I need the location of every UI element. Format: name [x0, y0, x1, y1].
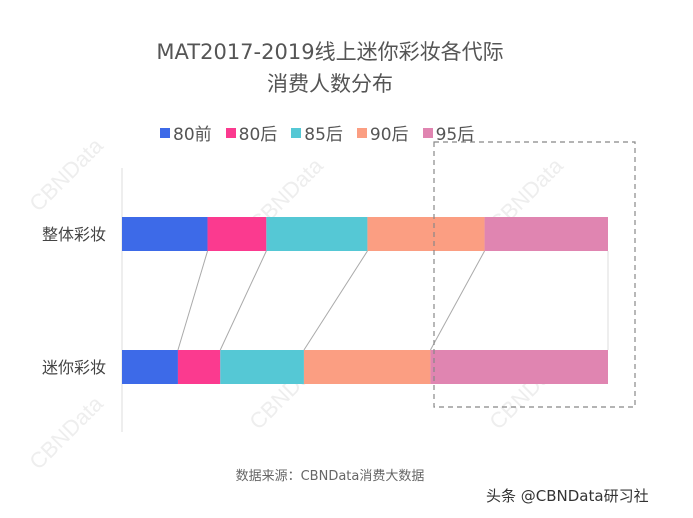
legend-label: 95后: [435, 125, 475, 145]
legend-swatch: [356, 127, 367, 138]
bar-segment: [122, 217, 208, 251]
bar-segment: [367, 217, 485, 251]
legend-item: 80后: [225, 120, 278, 145]
highlight-box: [433, 141, 636, 408]
legend-item: 95后: [422, 120, 475, 145]
chart-title-line2: 消费人数分布: [267, 72, 393, 96]
bar-segment: [207, 217, 267, 251]
bar-segment: [266, 217, 368, 251]
legend-item: 80前: [160, 120, 212, 145]
category-label: 整体彩妆: [42, 225, 106, 244]
connector-line: [219, 250, 267, 351]
bar-segment: [122, 350, 178, 384]
connector-line: [177, 250, 209, 351]
chart-title-line1: MAT2017-2019线上迷你彩妆各代际: [156, 40, 504, 64]
legend-label: 80前: [173, 125, 212, 145]
connector-line: [429, 250, 485, 351]
bar-segment: [484, 217, 608, 251]
legend: 80前 80后 85后 90后 95后: [160, 120, 474, 145]
legend-item: 85后: [291, 120, 343, 145]
connector-line: [303, 250, 368, 351]
legend-label: 85后: [304, 125, 343, 145]
legend-item: 90后: [356, 120, 409, 145]
bar-segment: [303, 350, 431, 384]
legend-swatch: [160, 127, 170, 138]
legend-swatch: [291, 127, 302, 138]
bar-segment: [177, 350, 221, 384]
bar-segment: [220, 350, 304, 384]
legend-label: 80后: [238, 125, 278, 145]
legend-swatch: [225, 127, 236, 138]
source-note: 数据来源：CBNData消费大数据: [235, 469, 425, 484]
legend-swatch: [422, 127, 433, 138]
credit: 头条 @CBNData研习社: [486, 487, 649, 505]
bar-segment: [430, 350, 608, 384]
category-label: 迷你彩妆: [42, 358, 106, 377]
legend-label: 90后: [369, 125, 409, 145]
